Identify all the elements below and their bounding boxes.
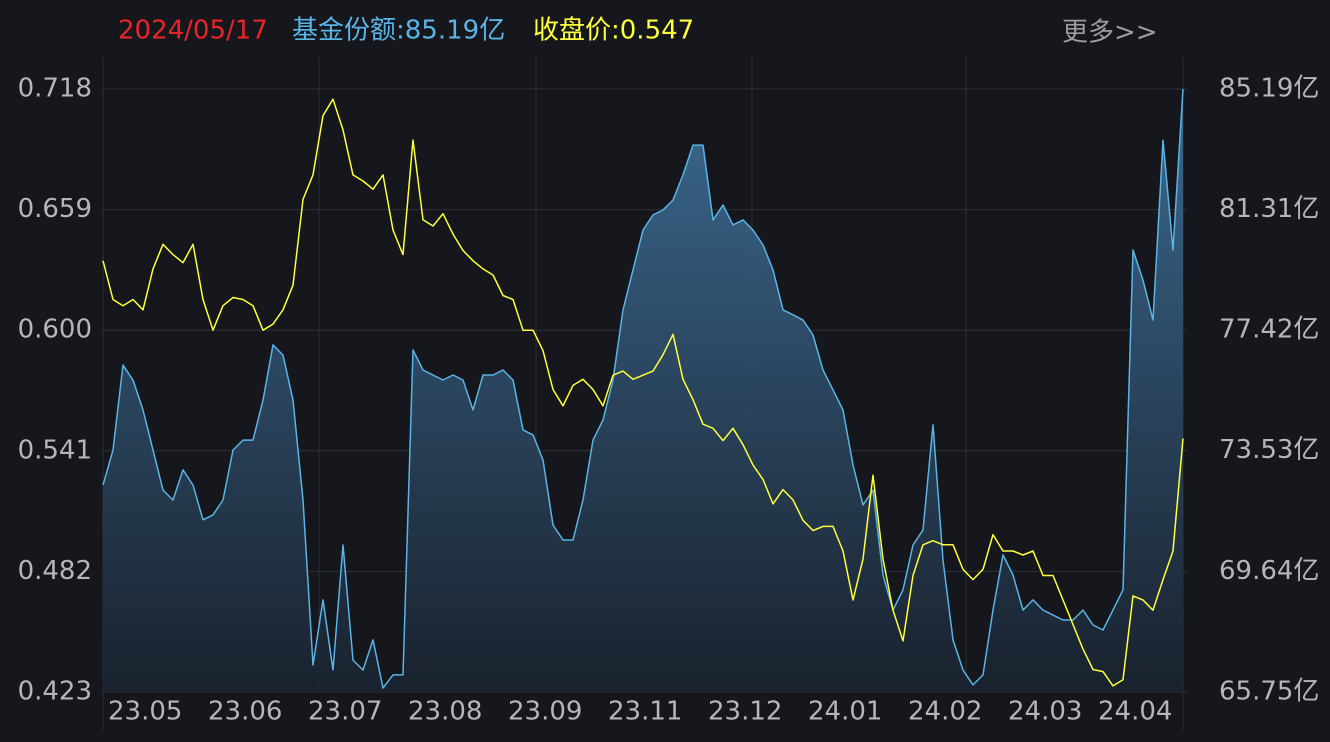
y-tick-label: 0.482 [18,556,92,586]
y-tick-label: 0.718 [18,74,92,104]
x-tick-label: 23.07 [308,697,382,727]
price-label: 收盘价:0.547 [533,16,694,46]
x-tick-label: 23.06 [208,697,282,727]
y2-tick-label: 73.53亿 [1219,435,1319,465]
y2-tick-label: 65.75亿 [1219,677,1319,707]
x-tick-label: 24.04 [1098,697,1172,727]
x-tick-label: 23.12 [708,697,782,727]
line [102,88,1184,689]
x-tick-label: 24.01 [808,697,882,727]
x-tick-label: 24.03 [1008,697,1082,727]
x-tick-label: 23.09 [508,697,582,727]
x-tick-label: 23.11 [608,697,682,727]
more-link[interactable]: 更多>> [1062,18,1158,48]
line [102,98,1184,687]
y2-tick-label: 85.19亿 [1219,74,1319,104]
y2-tick-label: 69.64亿 [1219,556,1319,586]
date-label: 2024/05/17 [118,16,268,46]
y2-tick-label: 81.31亿 [1219,194,1319,224]
area [103,89,1183,692]
shares-label: 基金份额:85.19亿 [292,16,505,46]
y-tick-label: 0.659 [18,194,92,224]
y-tick-label: 0.423 [18,677,92,707]
x-tick-label: 23.05 [108,697,182,727]
x-tick-label: 23.08 [408,697,482,727]
y2-tick-label: 77.42亿 [1219,315,1319,345]
x-tick-label: 24.02 [908,697,982,727]
y-tick-label: 0.600 [18,315,92,345]
y-tick-label: 0.541 [18,435,92,465]
